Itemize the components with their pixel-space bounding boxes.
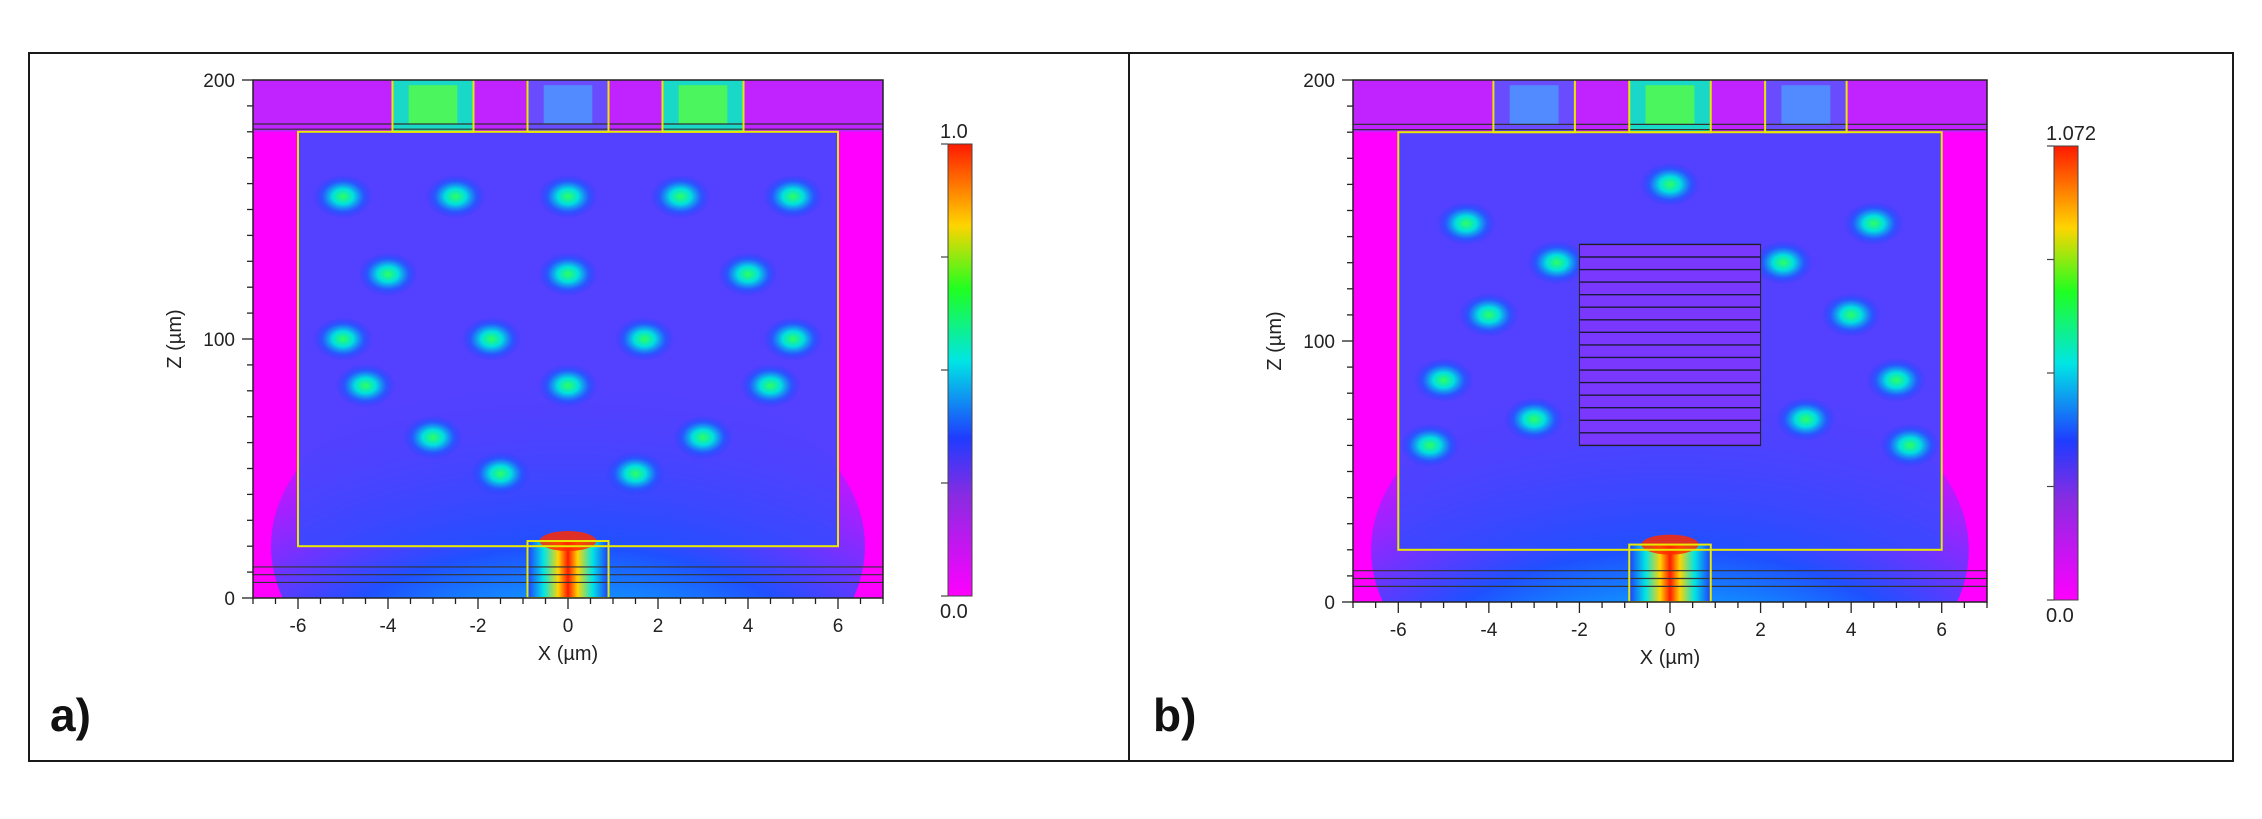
field-map-a	[253, 80, 883, 598]
x-axis-label: X (µm)	[1640, 647, 1700, 669]
output-waveguide-outline	[391, 80, 475, 133]
panel-b-label: b)	[1153, 689, 1197, 741]
interference-spot	[1504, 397, 1565, 442]
interference-spot	[605, 451, 666, 496]
interference-spot	[1753, 240, 1814, 285]
colorbar-min-label: 0.0	[2046, 605, 2074, 627]
interference-spot	[1458, 292, 1519, 337]
colorbar	[948, 144, 972, 596]
interference-spot	[403, 415, 463, 460]
output-waveguide-outline	[526, 80, 610, 133]
interference-spot	[335, 363, 396, 408]
grating-outline	[1578, 243, 1762, 446]
interference-spot	[313, 174, 373, 219]
interference-spot	[1843, 201, 1904, 246]
interference-spot	[740, 363, 801, 408]
x-axis-label: X (µm)	[538, 643, 598, 665]
x-tick-label: 6	[1936, 620, 1947, 641]
x-tick-label: 6	[833, 616, 844, 637]
output-waveguide-core	[543, 85, 593, 125]
output-waveguide-core	[408, 85, 458, 125]
interference-spot	[470, 451, 531, 496]
output-waveguide-outline	[1628, 80, 1712, 134]
y-tick-label: 200	[203, 71, 235, 92]
interference-spot	[650, 174, 711, 219]
colorbar-max-label: 1.0	[940, 121, 968, 143]
interference-spot	[1821, 292, 1882, 337]
interference-spot	[614, 317, 675, 361]
y-axis-label: Z (µm)	[164, 309, 186, 368]
y-tick-label: 200	[1303, 71, 1335, 92]
y-tick-label: 0	[1324, 593, 1335, 614]
output-waveguide-outline	[1764, 80, 1848, 134]
x-tick-label: 2	[1755, 620, 1766, 641]
x-tick-label: -2	[470, 616, 487, 637]
y-tick-label: 0	[224, 589, 235, 610]
output-waveguide-core	[678, 85, 728, 125]
interference-spot	[1526, 240, 1587, 285]
x-tick-label: -4	[1480, 620, 1497, 641]
interference-spot	[763, 174, 823, 219]
interference-spot	[1399, 423, 1460, 468]
interference-spot	[1866, 358, 1927, 403]
output-waveguide-outline	[1492, 80, 1576, 134]
field-map-b	[1353, 80, 1987, 602]
interference-spot	[358, 252, 418, 297]
x-tick-label: -6	[1390, 620, 1407, 641]
y-tick-label: 100	[1303, 332, 1335, 353]
output-waveguide-core	[1645, 85, 1695, 125]
interference-spot	[673, 415, 733, 460]
interference-spot	[1413, 358, 1474, 403]
interference-spot	[461, 317, 522, 361]
interference-spot	[313, 317, 373, 361]
colorbar	[2054, 146, 2078, 600]
x-tick-label: 4	[1846, 620, 1857, 641]
input-waveguide-outline	[1628, 543, 1712, 602]
colorbar-min-label: 0.0	[940, 601, 968, 623]
x-tick-label: 2	[653, 616, 664, 637]
output-waveguide-outline	[661, 80, 745, 133]
output-waveguide-core	[1509, 85, 1559, 125]
interference-spot	[425, 174, 486, 219]
panel-a-label: a)	[50, 689, 91, 741]
input-waveguide-outline	[526, 540, 610, 598]
interference-spot	[538, 252, 598, 297]
interference-spot	[763, 317, 823, 361]
x-tick-label: 0	[563, 616, 574, 637]
x-tick-label: 4	[743, 616, 754, 637]
interference-spot	[1880, 423, 1941, 468]
y-axis-label: Z (µm)	[1264, 311, 1286, 370]
y-tick-label: 100	[203, 330, 235, 351]
x-tick-label: -6	[290, 616, 307, 637]
interference-spot	[538, 363, 598, 408]
interference-spot	[1640, 162, 1700, 207]
interference-spot	[718, 252, 778, 297]
x-tick-label: -4	[380, 616, 397, 637]
interference-spot	[1436, 201, 1497, 246]
output-waveguide-core	[1781, 85, 1831, 125]
interference-spot	[1775, 397, 1836, 442]
colorbar-max-label: 1.072	[2046, 123, 2096, 145]
figure-frame	[28, 52, 2234, 762]
x-tick-label: -2	[1571, 620, 1588, 641]
panel-divider	[1128, 52, 1130, 762]
interference-spot	[538, 174, 598, 219]
x-tick-label: 0	[1665, 620, 1676, 641]
